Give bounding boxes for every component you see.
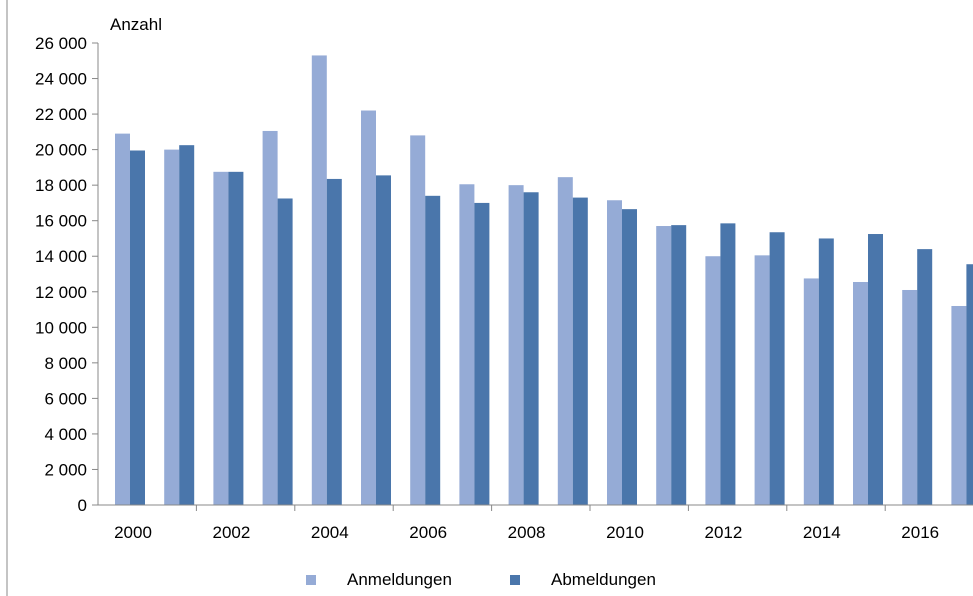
bar-abmeldungen-2016 [917, 249, 933, 505]
bar-abmeldungen-2005 [376, 175, 391, 505]
x-axis-ticks: 2000 2002 2004 2006 2008 2010 2012 2014 2016 [114, 505, 939, 542]
x-tick-label: 2012 [704, 523, 742, 542]
x-tick-label: 2010 [606, 523, 644, 542]
bar-anmeldungen-2012 [705, 256, 721, 505]
bar-abmeldungen-2007 [474, 202, 490, 505]
bar-abmeldungen-2006 [425, 195, 441, 506]
bar-abmeldungen-2015 [868, 234, 883, 505]
x-tick-label: 2000 [114, 523, 152, 542]
bar-anmeldungen-2008 [508, 185, 524, 505]
legend-label-anmeldungen: Anmeldungen [347, 570, 452, 589]
bar-anmeldungen-2010 [607, 200, 622, 505]
y-tick-label: 20 000 [35, 141, 87, 160]
y-tick-label: 0 [78, 496, 87, 515]
bar-anmeldungen-2015 [853, 281, 868, 505]
bar-anmeldungen-2007 [459, 184, 475, 505]
bar-abmeldungen-2011 [671, 225, 687, 505]
bar-anmeldungen-2003 [262, 130, 278, 505]
bar-abmeldungen-2003 [277, 198, 293, 505]
x-tick-label: 2016 [901, 523, 939, 542]
y-tick-label: 22 000 [35, 105, 87, 124]
x-tick-label: 2006 [409, 523, 447, 542]
x-tick-label: 2008 [508, 523, 546, 542]
legend-swatch-anmeldungen [306, 575, 316, 585]
bar-abmeldungen-2009 [572, 197, 588, 506]
bar-anmeldungen-2005 [361, 110, 376, 506]
y-axis-ticks: 0 2 000 4 000 6 000 8 000 10 000 12 000 14 000 1… [35, 34, 98, 515]
bar-anmeldungen-2006 [410, 135, 426, 505]
bar-abmeldungen-2013 [769, 232, 785, 505]
bar-anmeldungen-2017 [951, 305, 967, 505]
bar-abmeldungen-2001 [179, 145, 195, 505]
y-tick-label: 10 000 [35, 318, 87, 337]
bar-anmeldungen-2004 [311, 55, 327, 505]
bar-abmeldungen-2002 [228, 171, 244, 506]
bar-anmeldungen-2000 [115, 133, 130, 505]
bar-anmeldungen-2001 [164, 149, 180, 505]
bar-anmeldungen-2013 [754, 255, 770, 505]
x-tick-label: 2004 [311, 523, 349, 542]
y-tick-label: 4 000 [44, 425, 87, 444]
bar-anmeldungen-2009 [557, 177, 573, 505]
y-tick-label: 16 000 [35, 212, 87, 231]
bar-abmeldungen-2012 [720, 223, 736, 505]
bar-anmeldungen-2011 [656, 226, 672, 505]
bars [115, 55, 973, 506]
legend-label-abmeldungen: Abmeldungen [551, 570, 656, 589]
bar-anmeldungen-2014 [803, 278, 819, 505]
y-tick-label: 18 000 [35, 176, 87, 195]
y-axis-label: Anzahl [110, 15, 162, 34]
bar-abmeldungen-2017 [966, 264, 973, 505]
y-tick-label: 26 000 [35, 34, 87, 53]
y-tick-label: 12 000 [35, 283, 87, 302]
legend-swatch-abmeldungen [510, 575, 520, 585]
legend: Anmeldungen Abmeldungen [306, 570, 656, 589]
axes [97, 43, 973, 506]
bar-anmeldungen-2002 [213, 171, 229, 506]
y-tick-label: 24 000 [35, 70, 87, 89]
y-tick-label: 6 000 [44, 389, 87, 408]
bar-abmeldungen-2000 [130, 150, 145, 505]
x-tick-label: 2014 [803, 523, 841, 542]
y-tick-label: 14 000 [35, 247, 87, 266]
y-tick-label: 8 000 [44, 354, 87, 373]
bar-abmeldungen-2014 [818, 238, 834, 505]
bar-abmeldungen-2004 [326, 178, 342, 505]
y-tick-label: 2 000 [44, 460, 87, 479]
bar-abmeldungen-2010 [622, 209, 637, 505]
x-tick-label: 2002 [212, 523, 250, 542]
bar-abmeldungen-2008 [523, 192, 539, 505]
bar-anmeldungen-2016 [902, 289, 918, 505]
